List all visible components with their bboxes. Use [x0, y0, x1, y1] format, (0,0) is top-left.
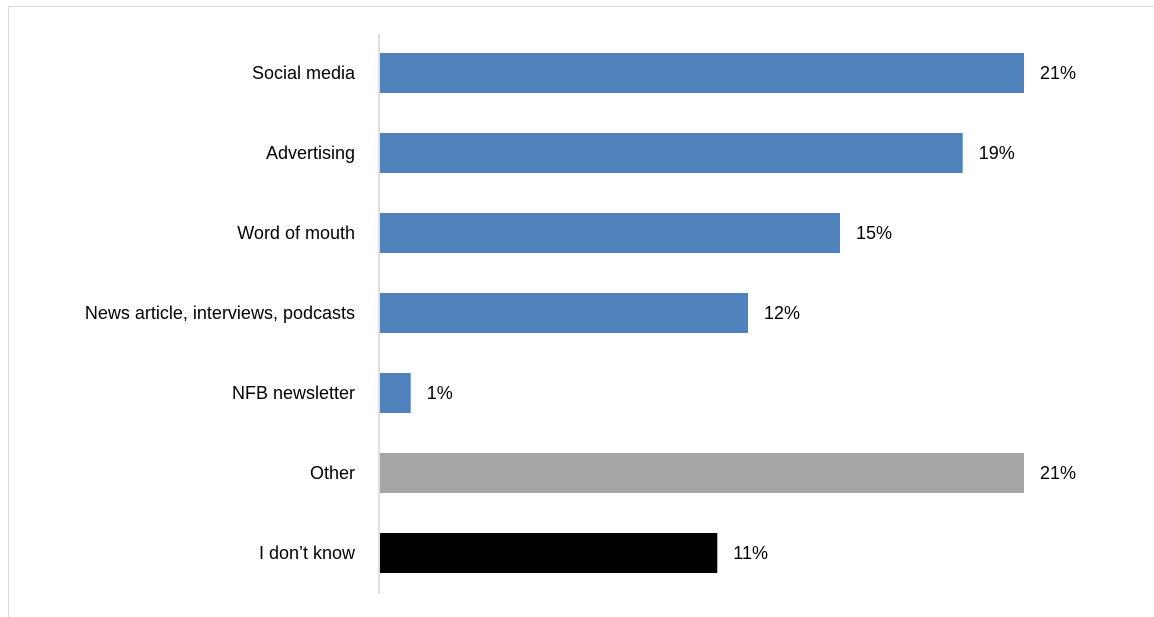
- bar-5: [380, 453, 1024, 493]
- bar-0: [380, 53, 1024, 93]
- value-label-3: 12%: [764, 303, 800, 323]
- category-label-6: I don’t know: [259, 543, 356, 563]
- bar-2: [380, 213, 840, 253]
- bars-group: [380, 53, 1024, 573]
- category-label-5: Other: [310, 463, 355, 483]
- bar-3: [380, 293, 748, 333]
- category-label-2: Word of mouth: [237, 223, 355, 243]
- category-label-1: Advertising: [266, 143, 355, 163]
- value-label-0: 21%: [1040, 63, 1076, 83]
- category-label-4: NFB newsletter: [232, 383, 355, 403]
- bar-6: [380, 533, 718, 573]
- value-label-5: 21%: [1040, 463, 1076, 483]
- bar-4: [380, 373, 411, 413]
- value-label-2: 15%: [856, 223, 892, 243]
- category-labels-group: Social media Advertising Word of mouth News…: [85, 63, 356, 563]
- chart-frame: [8, 6, 1154, 617]
- category-label-0: Social media: [252, 63, 356, 83]
- category-label-3: News article, interviews, podcasts: [85, 303, 355, 323]
- value-label-4: 1%: [427, 383, 453, 403]
- value-labels-group: 21% 19% 15% 12% 1% 21% 11%: [427, 63, 1076, 563]
- value-label-6: 11%: [733, 543, 768, 563]
- value-label-1: 19%: [979, 143, 1015, 163]
- bar-1: [380, 133, 963, 173]
